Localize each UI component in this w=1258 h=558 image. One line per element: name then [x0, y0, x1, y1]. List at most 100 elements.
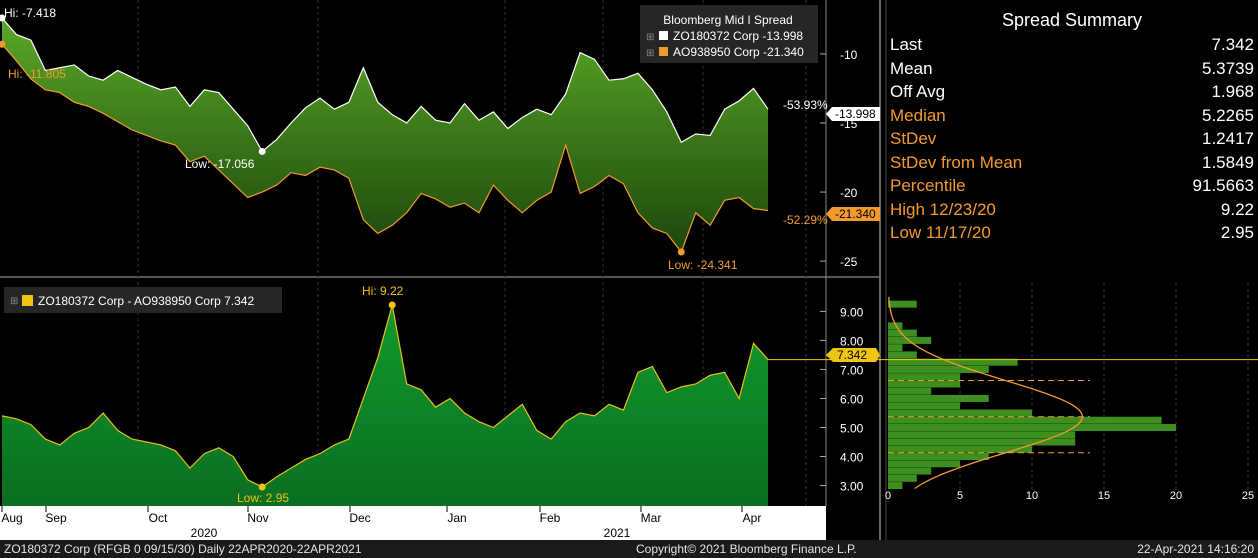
orange-hi-label: Hi: -11.805	[8, 67, 66, 81]
x-tick-label: Apr	[743, 511, 762, 525]
diff-hi-point	[388, 301, 396, 309]
hist-bar	[888, 322, 903, 330]
diff-area	[2, 305, 768, 506]
diff-line	[1, 304, 769, 488]
series-line-zo180372	[1, 17, 769, 153]
hist-x-tick: 0	[885, 490, 891, 502]
hist-bar	[888, 394, 989, 402]
hist-bar	[888, 409, 1032, 417]
svg-text:7.342: 7.342	[837, 348, 867, 362]
x-year-label: 2021	[604, 526, 631, 540]
legend-expand-icon[interactable]: ⊞	[646, 32, 654, 43]
footer-timestamp: 22-Apr-2021 14:16:20	[1137, 542, 1254, 556]
y-tick-label: 3.00	[840, 480, 864, 494]
normal-curve	[888, 296, 1084, 490]
summary-label: StDev	[890, 129, 937, 148]
legend-swatch-yellow	[22, 295, 33, 306]
y-tick-label: -25	[840, 255, 858, 269]
x-tick-label: Feb	[540, 511, 561, 525]
hist-bar	[888, 344, 903, 352]
svg-text:-13.998: -13.998	[835, 107, 876, 121]
spread-diff-chart	[1, 304, 769, 506]
summary-row: Low 11/17/20 2.95	[890, 221, 1254, 244]
bottom-legend[interactable]: ⊞ ZO180372 Corp - AO938950 Corp 7.342	[4, 287, 282, 313]
diff-hi-label: Hi: 9.22	[362, 284, 404, 298]
summary-label: Median	[890, 105, 946, 125]
summary-row: StDev 1.2417	[890, 127, 1254, 150]
y-tick-label: 6.00	[840, 392, 864, 406]
hist-bar	[888, 438, 1076, 446]
distribution-histogram: 0 5 10 15 20 25	[885, 283, 1254, 502]
summary-row: StDev from Mean 1.5849	[890, 151, 1254, 174]
white-hi-point	[0, 14, 6, 22]
summary-label: Off Avg	[890, 82, 946, 101]
diff-low-point	[258, 483, 266, 491]
summary-row: Percentile 91.5663	[890, 174, 1254, 197]
summary-label: Mean	[890, 58, 933, 78]
y-tick-label: -10	[840, 48, 858, 62]
hist-bar	[888, 300, 917, 308]
x-axis: Aug Sep Oct Nov Dec Jan Feb Mar Apr 2020 2021	[0, 506, 826, 540]
summary-row: High 12/23/20 9.22	[890, 198, 1254, 221]
summary-value: 5.3739	[1202, 58, 1254, 78]
legend-swatch-white	[659, 31, 668, 40]
hist-bar	[888, 423, 1176, 431]
hist-bar	[888, 416, 1162, 424]
legend-swatch-orange	[659, 47, 668, 56]
hist-bar	[888, 387, 932, 395]
hist-bar	[888, 482, 903, 490]
hist-bar	[888, 358, 1018, 366]
hist-bar	[888, 380, 960, 388]
summary-value: 1.968	[1211, 82, 1254, 101]
hist-bar	[888, 373, 960, 381]
summary-value: 1.5849	[1202, 152, 1254, 172]
x-tick-label: Jan	[447, 511, 466, 525]
diff-last-tag: 7.342	[826, 348, 880, 362]
hist-bar	[888, 351, 917, 359]
x-tick-label: Aug	[1, 511, 22, 525]
hist-bar	[888, 431, 1076, 439]
legend-expand-icon[interactable]: ⊞	[10, 296, 18, 307]
summary-label: Last	[890, 35, 923, 54]
summary-value: 9.22	[1220, 199, 1254, 219]
spread-top-chart	[1, 17, 769, 254]
summary-value: 1.2417	[1202, 129, 1254, 148]
summary-row: Median 5.2265	[890, 104, 1254, 127]
hist-bar	[888, 445, 1032, 453]
summary-value: 5.2265	[1202, 105, 1254, 125]
summary-label: StDev from Mean	[890, 152, 1023, 172]
hist-x-tick: 25	[1242, 490, 1254, 502]
summary-value: 7.342	[1211, 35, 1254, 54]
orange-last-tag: -21.340	[826, 207, 880, 221]
legend-expand-icon[interactable]: ⊞	[646, 48, 654, 59]
hist-bar	[888, 402, 960, 410]
top-spread-area	[2, 18, 768, 252]
x-tick-label: Nov	[247, 511, 268, 525]
hist-bar	[888, 460, 960, 468]
hist-bar	[888, 474, 917, 482]
white-low-point	[258, 147, 266, 155]
hist-x-tick: 10	[1026, 490, 1038, 502]
summary-label: Percentile	[890, 176, 966, 195]
y-tick-label: 4.00	[840, 451, 864, 465]
x-year-label: 2020	[191, 526, 218, 540]
white-pct-label: -53.93%	[783, 98, 828, 112]
series-line-ao938950	[1, 43, 769, 254]
y-tick-label: -20	[840, 186, 858, 200]
top-legend[interactable]: Bloomberg Mid I Spread ⊞ ZO180372 Corp -…	[640, 5, 818, 63]
white-last-tag: -13.998	[826, 107, 880, 121]
white-hi-label: Hi: -7.418	[4, 6, 56, 20]
summary-value: 91.5663	[1192, 176, 1254, 195]
hist-bar	[888, 365, 989, 373]
white-low-label: Low: -17.056	[185, 157, 255, 171]
x-tick-label: Oct	[149, 511, 168, 525]
y-tick-label: 7.00	[840, 363, 864, 377]
summary-row: Off Avg 1.968	[890, 80, 1254, 103]
footer-copyright: Copyright© 2021 Bloomberg Finance L.P.	[636, 542, 857, 556]
hist-x-tick: 20	[1170, 490, 1182, 502]
orange-hi-point	[0, 40, 6, 48]
y-tick-label: 9.00	[840, 305, 864, 319]
orange-pct-label: -52.29%	[783, 213, 828, 227]
x-tick-label: Mar	[641, 511, 662, 525]
summary-title: Spread Summary	[1001, 10, 1143, 30]
